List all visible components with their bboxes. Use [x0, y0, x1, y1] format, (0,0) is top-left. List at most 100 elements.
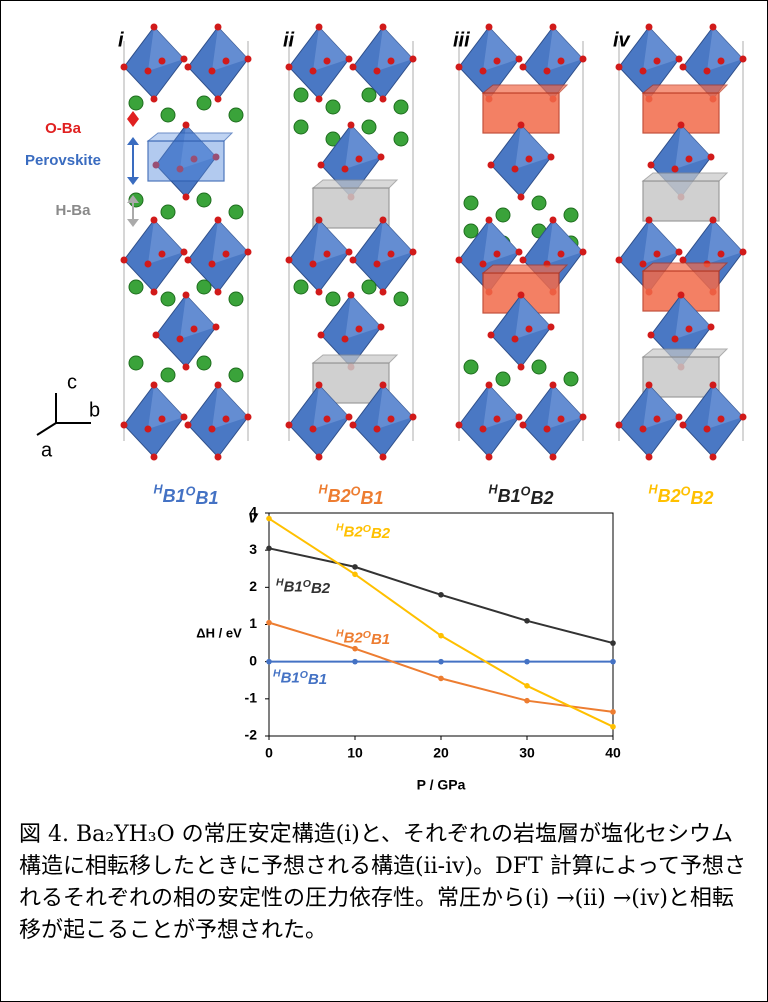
barium-atom [197, 356, 211, 370]
oxygen-atom [686, 156, 693, 163]
annotation: O-Ba [45, 120, 81, 137]
oxygen-atom [686, 326, 693, 333]
oxygen-atom [494, 251, 501, 258]
oxygen-atom [346, 56, 353, 63]
oxygen-atom [456, 257, 463, 264]
oxygen-atom [710, 454, 717, 461]
oxygen-atom [215, 24, 222, 31]
barium-atom [129, 356, 143, 370]
oxygen-atom [324, 416, 331, 423]
oxygen-atom [548, 154, 555, 161]
oxygen-atom [516, 249, 523, 256]
oxygen-atom [680, 64, 687, 71]
oxygen-atom [456, 422, 463, 429]
oxygen-atom [654, 58, 661, 65]
layer-box-top [643, 173, 727, 181]
oxygen-atom [215, 217, 222, 224]
axis-arrow [37, 423, 56, 435]
oxygen-atom [520, 64, 527, 71]
oxygen-atom [544, 426, 551, 433]
barium-atom [362, 120, 376, 134]
oxygen-atom [616, 257, 623, 264]
barium-atom [564, 208, 578, 222]
series-line [269, 519, 613, 727]
oxygen-atom [516, 56, 523, 63]
oxygen-atom [346, 414, 353, 421]
oxygen-atom [346, 249, 353, 256]
oxygen-atom [410, 249, 417, 256]
oxygen-atom [680, 257, 687, 264]
oxygen-atom [286, 257, 293, 264]
oxygen-atom [318, 332, 325, 339]
y-tick-label: 2 [249, 578, 257, 594]
oxygen-atom [388, 251, 395, 258]
oxygen-atom [316, 96, 323, 103]
legend-label: HB2OB2 [336, 521, 391, 542]
oxygen-atom [488, 162, 495, 169]
y-tick-label: -1 [245, 690, 258, 706]
oxygen-atom [648, 162, 655, 169]
data-point [438, 676, 444, 682]
oxygen-atom [648, 332, 655, 339]
layer-box-top [483, 265, 567, 273]
oxygen-atom [191, 326, 198, 333]
legend-label: HB2OB1 [336, 627, 390, 648]
layer-box-top [643, 85, 727, 93]
figure: iHB1OB1iiHB2OB1iiiHB1OB2ivHB2OB2O-BaPero… [0, 0, 768, 1002]
oxygen-atom [410, 56, 417, 63]
oxygen-atom [718, 416, 725, 423]
oxygen-atom [183, 292, 190, 299]
barium-atom [532, 360, 546, 374]
oxygen-atom [672, 166, 679, 173]
oxygen-atom [209, 426, 216, 433]
data-point [524, 618, 530, 624]
data-point [524, 659, 530, 665]
layer-box-top [313, 180, 397, 188]
oxygen-atom [185, 64, 192, 71]
oxygen-atom [518, 194, 525, 201]
barium-atom [362, 280, 376, 294]
oxygen-atom [121, 64, 128, 71]
legend-label: HB1OB2 [276, 576, 331, 597]
oxygen-atom [153, 332, 160, 339]
oxygen-atom [151, 24, 158, 31]
oxygen-atom [710, 24, 717, 31]
barium-atom [197, 193, 211, 207]
caption: 図 4. Ba₂YH₃O の常圧安定構造(i)と、それぞれの岩塩層が塩化セシウム… [19, 819, 754, 947]
oxygen-atom [356, 326, 363, 333]
axis-label: a [41, 439, 53, 461]
oxygen-atom [640, 261, 647, 268]
barium-atom [394, 292, 408, 306]
structure-numeral: iii [453, 29, 470, 51]
oxygen-atom [121, 422, 128, 429]
oxygen-atom [181, 56, 188, 63]
oxygen-atom [348, 122, 355, 129]
barium-atom [564, 372, 578, 386]
barium-atom [229, 292, 243, 306]
oxygen-atom [151, 289, 158, 296]
arrow-head [127, 111, 139, 119]
oxygen-atom [159, 416, 166, 423]
oxygen-atom [183, 194, 190, 201]
barium-atom [129, 96, 143, 110]
annotation: Perovskite [25, 152, 101, 169]
oxygen-atom [316, 24, 323, 31]
oxygen-atom [223, 58, 230, 65]
axis-label: c [67, 371, 77, 393]
layer-box-top [483, 85, 567, 93]
x-tick-label: 20 [433, 745, 449, 761]
oxygen-atom [518, 122, 525, 129]
oxygen-atom [145, 68, 152, 75]
oxygen-atom [558, 416, 565, 423]
y-tick-label: 0 [249, 652, 257, 668]
oxygen-atom [151, 454, 158, 461]
barium-atom [294, 280, 308, 294]
oxygen-atom [310, 68, 317, 75]
oxygen-atom [215, 382, 222, 389]
data-point [438, 633, 444, 639]
oxygen-atom [676, 56, 683, 63]
oxygen-atom [356, 156, 363, 163]
oxygen-atom [488, 332, 495, 339]
structure-numeral: ii [283, 29, 295, 51]
oxygen-atom [704, 426, 711, 433]
